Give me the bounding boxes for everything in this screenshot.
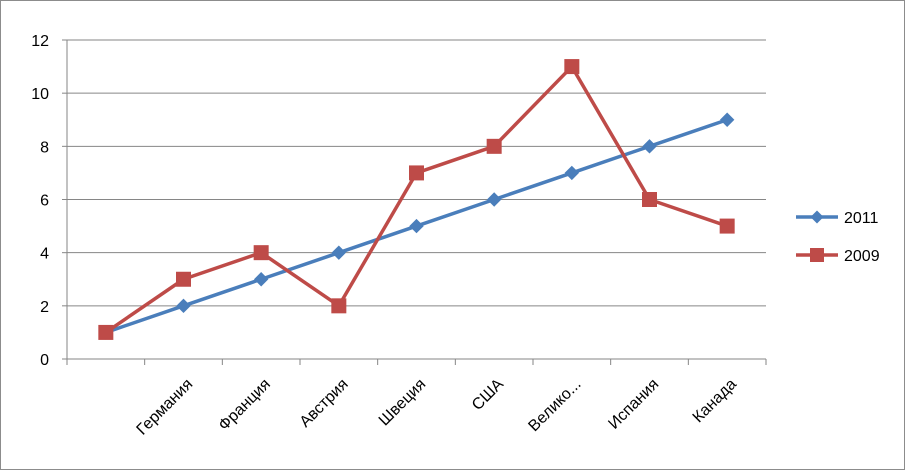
x-tick-label: Велико...: [525, 376, 584, 435]
series-2011: [98, 112, 735, 340]
y-tick-label: 2: [40, 299, 49, 316]
y-tick-label: 10: [31, 86, 49, 103]
x-tick-label: Франция: [216, 376, 274, 434]
x-tick-label: Германия: [134, 376, 197, 439]
data-point-2009: [176, 271, 191, 287]
x-tick-label: Швеция: [376, 376, 429, 429]
data-point-2011: [564, 165, 580, 181]
y-tick-label: 8: [40, 139, 49, 156]
gridlines: [67, 39, 766, 307]
x-tick-label: Австрия: [297, 376, 352, 431]
y-tick-label: 6: [40, 193, 49, 210]
series-group: [98, 59, 735, 340]
data-point-2011: [486, 192, 502, 207]
legend-marker: [810, 248, 824, 262]
data-point-2011: [409, 218, 424, 234]
data-point-2011: [176, 298, 191, 314]
data-point-2009: [486, 138, 502, 154]
y-tick-label: 0: [40, 352, 49, 369]
data-point-2011: [719, 112, 735, 127]
x-tick-label: Канада: [690, 376, 740, 426]
data-point-2009: [719, 218, 735, 234]
legend-label: 2011: [844, 210, 879, 227]
data-point-2009: [642, 192, 657, 207]
legend-marker: [810, 210, 824, 224]
y-tick-label: 12: [31, 33, 49, 50]
axes: 0 2 4 6 8 10 12 Германия Франция Австрия Швеция США…: [31, 33, 767, 439]
data-point-2011: [331, 245, 347, 260]
data-point-2011: [253, 272, 269, 287]
legend-item-2009: 2009: [796, 248, 880, 265]
x-tick-label: Испания: [605, 376, 662, 433]
legend-label: 2009: [844, 248, 880, 265]
data-point-2009: [331, 298, 347, 314]
data-point-2009: [564, 59, 580, 75]
data-point-2011: [642, 139, 657, 154]
x-tick-label: США: [469, 376, 507, 414]
legend-item-2011: 2011: [796, 210, 879, 227]
data-point-2009: [98, 324, 114, 340]
data-point-2009: [409, 165, 424, 181]
data-point-2009: [253, 245, 269, 261]
y-tick-label: 4: [40, 246, 49, 263]
series-2009: [98, 59, 735, 340]
legend: 2011 2009: [796, 210, 880, 265]
